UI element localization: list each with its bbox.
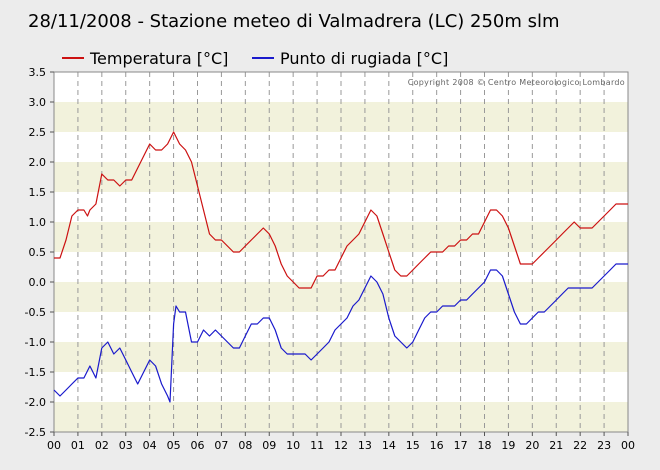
x-tick-label: 01 [71,439,85,452]
x-tick-label: 08 [238,439,252,452]
x-tick-label: 11 [310,439,324,452]
x-tick-label: 15 [406,439,420,452]
x-tick-label: 00 [621,439,635,452]
x-tick-label: 18 [478,439,492,452]
x-tick-label: 04 [143,439,157,452]
y-tick-label: -2.0 [25,396,46,409]
x-tick-label: 21 [549,439,563,452]
legend-item-temperature: Temperatura [°C] [62,49,228,68]
y-tick-label: -2.5 [25,426,46,439]
y-tick-label: 2.0 [29,156,47,169]
legend-item-dewpoint: Punto di rugiada [°C] [252,49,448,68]
x-tick-label: 10 [286,439,300,452]
x-tick-label: 23 [597,439,611,452]
y-tick-label: 2.5 [29,126,47,139]
y-tick-label: -1.0 [25,336,46,349]
plot-area: 3.5 3.0 2.5 2.0 1.5 1.0 0.5 0.0 -0.5 -1.0 -1.5 -2.0… [25,66,635,452]
x-tick-label: 06 [191,439,205,452]
x-tick-label: 17 [454,439,468,452]
y-tick-label: 1.0 [29,216,47,229]
series-line-temperature [54,131,628,289]
x-tick-label: 07 [214,439,228,452]
legend-label-temperature: Temperatura [°C] [89,49,228,68]
x-tick-label: 19 [501,439,515,452]
x-tick-label: 03 [119,439,133,452]
y-tick-label: 3.5 [29,66,47,79]
y-tick-label: -1.5 [25,366,46,379]
x-tick-label: 02 [95,439,109,452]
y-tick-label: -0.5 [25,306,46,319]
x-tick-label: 12 [334,439,348,452]
x-tick-label: 14 [382,439,396,452]
chart-title: 28/11/2008 - Stazione meteo di Valmadrer… [28,11,560,32]
y-tick-label: 0.0 [29,276,47,289]
series-line-dewpoint [53,263,628,403]
x-tick-label: 09 [262,439,276,452]
y-tick-label: 1.5 [29,186,47,199]
copyright-note: Copyright 2008 © Centro Meteorologico Lo… [408,78,625,87]
x-tick-label: 22 [573,439,587,452]
x-tick-label: 05 [167,439,181,452]
y-tick-label: 3.0 [29,96,47,109]
y-tick-label: 0.5 [29,246,47,259]
legend-label-dewpoint: Punto di rugiada [°C] [280,49,448,68]
x-tick-label: 00 [47,439,61,452]
x-tick-label: 16 [430,439,444,452]
x-tick-label: 13 [358,439,372,452]
legend: Temperatura [°C] Punto di rugiada [°C] [62,49,448,68]
x-tick-label: 20 [525,439,539,452]
